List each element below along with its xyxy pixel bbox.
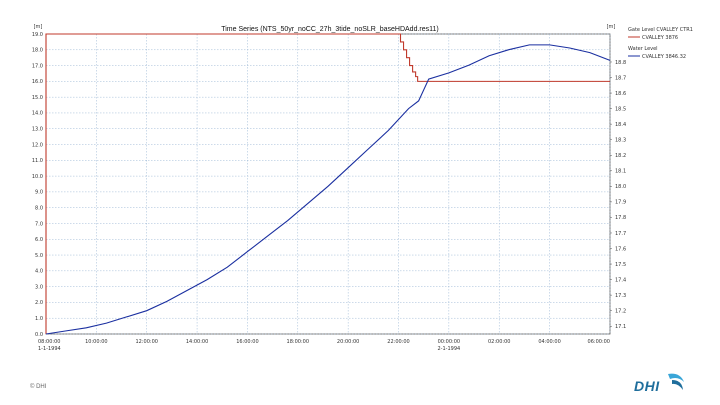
x-tick-label: 12:00:00: [135, 339, 157, 345]
right-axis: 17.1 17.2 17.3 17.4 17.5 17.6 17.7 17.8 17.9 18.0…: [610, 60, 626, 330]
series-layer: [45, 33, 611, 335]
right-tick-label: 17.5: [615, 262, 626, 268]
x-axis: 08:00:001-1-1994 10:00:00 12:00:00 14:00:00…: [38, 339, 610, 352]
x-tick-date: 1-1-1994: [38, 346, 61, 352]
left-tick-label: 12.0: [32, 142, 43, 148]
dhi-logo-text: DHI: [634, 378, 660, 394]
left-axis-unit: [m]: [34, 24, 43, 30]
chart-title: Time Series (NTS_50yr_noCC_27h_3tide_noS…: [221, 26, 439, 33]
dhi-logo-wave-icon: [668, 373, 684, 390]
right-tick-label: 17.7: [615, 231, 626, 237]
left-tick-label: 13.0: [32, 127, 43, 133]
right-tick-label: 18.2: [615, 153, 626, 159]
left-axis: 0.0 1.0 2.0 3.0 4.0 5.0 6.0 7.0 8.0 9.0 10.0 11.0 12…: [32, 32, 43, 338]
left-tick-label: 5.0: [35, 253, 43, 259]
left-tick-label: 18.0: [32, 48, 43, 54]
legend-water-name: Water Level: [628, 46, 658, 52]
x-tick-label: 10:00:00: [85, 339, 107, 345]
left-tick-label: 17.0: [32, 63, 43, 69]
legend-gate-subname: CVALLEY 3876: [642, 35, 678, 41]
legend: Gate Level CVALLEY CTR1 CVALLEY 3876 Wat…: [628, 27, 693, 60]
x-tick-label: 02:00:00: [488, 339, 510, 345]
left-tick-label: 16.0: [32, 79, 43, 85]
plot-area: [45, 33, 611, 335]
right-tick-label: 17.2: [615, 308, 626, 314]
right-tick-label: 17.1: [615, 324, 626, 330]
copyright-text: © DHI: [30, 384, 47, 390]
right-tick-label: 18.8: [615, 60, 626, 66]
right-tick-label: 18.0: [615, 184, 626, 190]
left-tick-label: 1.0: [35, 316, 43, 322]
legend-gate-name: Gate Level CVALLEY CTR1: [628, 27, 693, 33]
left-tick-label: 2.0: [35, 300, 43, 306]
right-tick-label: 17.9: [615, 200, 626, 206]
right-tick-label: 17.8: [615, 215, 626, 221]
dhi-logo: DHI: [628, 370, 688, 396]
right-tick-label: 18.4: [615, 122, 626, 128]
left-tick-label: 14.0: [32, 111, 43, 117]
right-tick-label: 18.7: [615, 75, 626, 81]
x-tick-label: 18:00:00: [287, 339, 309, 345]
left-tick-label: 8.0: [35, 205, 43, 211]
right-tick-label: 17.3: [615, 293, 626, 299]
x-tick-label: 06:00:00: [588, 339, 610, 345]
right-axis-unit: [m]: [607, 24, 616, 30]
left-tick-label: 10.0: [32, 174, 43, 180]
right-tick-label: 17.4: [615, 277, 626, 283]
left-tick-label: 0.0: [35, 332, 43, 338]
right-tick-label: 18.3: [615, 137, 626, 143]
x-tick-date: 2-1-1994: [438, 346, 461, 352]
x-tick-label: 04:00:00: [538, 339, 560, 345]
left-tick-label: 15.0: [32, 95, 43, 101]
x-tick-label: 08:00:00: [38, 339, 60, 345]
gate-level-series-line: [45, 33, 610, 334]
x-tick-label: 14:00:00: [186, 339, 208, 345]
legend-water-subname: CVALLEY 3846.32: [642, 54, 686, 60]
right-tick-label: 18.6: [615, 91, 626, 97]
left-tick-label: 4.0: [35, 269, 43, 275]
left-tick-label: 6.0: [35, 237, 43, 243]
water-level-series-line: [45, 44, 611, 335]
right-tick-label: 18.1: [615, 169, 626, 175]
x-tick-label: 00:00:00: [438, 339, 460, 345]
left-tick-label: 11.0: [32, 158, 43, 164]
left-tick-label: 19.0: [32, 32, 43, 38]
right-tick-label: 18.5: [615, 106, 626, 112]
left-tick-label: 9.0: [35, 190, 43, 196]
left-tick-label: 3.0: [35, 284, 43, 290]
x-tick-label: 20:00:00: [337, 339, 359, 345]
left-tick-label: 7.0: [35, 221, 43, 227]
x-tick-label: 22:00:00: [387, 339, 409, 345]
right-tick-label: 17.6: [615, 246, 626, 252]
x-tick-label: 16:00:00: [236, 339, 258, 345]
